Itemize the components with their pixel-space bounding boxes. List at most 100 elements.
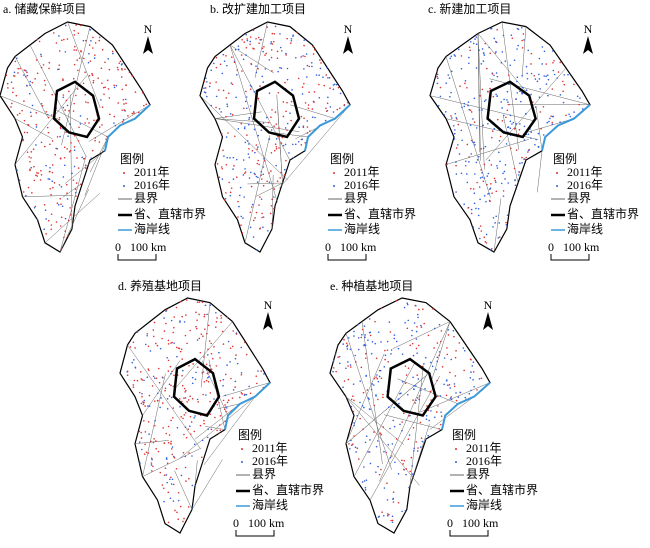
project-dot — [363, 392, 365, 394]
project-dot — [250, 85, 252, 87]
project-dot — [479, 186, 481, 188]
project-dot — [362, 405, 364, 407]
project-dot — [64, 157, 66, 159]
project-dot — [58, 204, 60, 206]
project-dot — [160, 348, 162, 350]
project-dot — [456, 147, 458, 149]
project-dot — [271, 57, 273, 59]
project-dot — [241, 54, 243, 56]
legend-item: 海岸线 — [466, 497, 502, 512]
project-dot — [402, 381, 404, 383]
project-dot — [313, 53, 315, 55]
project-dot — [504, 171, 506, 173]
project-dot — [408, 438, 410, 440]
project-dot — [464, 83, 466, 85]
project-dot — [333, 367, 335, 369]
project-dot — [189, 395, 191, 397]
project-dot — [533, 75, 535, 77]
project-dot — [40, 54, 42, 56]
project-dot — [152, 465, 154, 467]
project-dot — [145, 103, 147, 105]
project-dot — [479, 199, 481, 201]
project-dot — [222, 178, 224, 180]
project-dot — [440, 424, 442, 426]
project-dot — [180, 506, 182, 508]
project-dot — [226, 164, 228, 166]
project-dot — [519, 171, 521, 173]
project-dot — [153, 336, 155, 338]
project-dot — [409, 471, 411, 473]
project-dot — [378, 381, 380, 383]
project-dot — [521, 75, 523, 77]
project-dot — [478, 215, 480, 217]
project-dot — [559, 62, 561, 64]
project-dot — [209, 365, 211, 367]
project-dot — [101, 67, 103, 69]
project-dot — [414, 402, 416, 404]
project-dot — [167, 492, 169, 494]
project-dot — [90, 157, 92, 159]
project-dot — [228, 399, 230, 401]
project-dot — [434, 416, 436, 418]
project-dot — [535, 139, 537, 141]
project-dot — [263, 185, 265, 187]
project-dot — [99, 126, 101, 128]
project-dot — [503, 35, 505, 37]
project-dot — [303, 117, 305, 119]
project-dot — [205, 304, 207, 306]
legend-item: 2016年 — [344, 178, 380, 192]
project-dot — [466, 173, 468, 175]
project-dot — [173, 500, 175, 502]
project-dot — [154, 377, 156, 379]
project-dot — [109, 69, 111, 71]
project-dot — [476, 127, 478, 129]
project-dot — [521, 162, 523, 164]
project-dot — [271, 152, 273, 154]
project-dot — [250, 88, 252, 90]
project-dot — [134, 347, 136, 349]
project-dot — [90, 29, 92, 31]
project-dot — [451, 55, 453, 57]
project-dot — [507, 182, 509, 184]
project-dot — [246, 38, 248, 40]
project-dot — [16, 58, 18, 60]
project-dot — [375, 471, 377, 473]
project-dot — [390, 331, 392, 333]
project-dot — [287, 123, 289, 125]
project-dot — [74, 64, 76, 66]
project-dot — [439, 395, 441, 397]
project-dot — [437, 77, 439, 79]
project-dot — [233, 389, 235, 391]
project-dot — [184, 388, 186, 390]
project-dot — [230, 347, 232, 349]
project-dot — [167, 398, 169, 400]
panel-title: b. 改扩建加工项目 — [210, 2, 306, 16]
project-dot — [457, 124, 459, 126]
project-dot — [244, 126, 246, 128]
legend-item: 2016年 — [567, 178, 603, 192]
project-dot — [223, 379, 225, 381]
project-dot — [245, 91, 247, 93]
project-dot — [428, 420, 430, 422]
project-dot — [514, 128, 516, 130]
project-dot — [456, 400, 458, 402]
project-dot — [272, 43, 274, 45]
project-dot — [384, 350, 386, 352]
project-dot — [539, 111, 541, 113]
project-dot — [263, 166, 265, 168]
project-dot — [102, 49, 104, 51]
project-dot — [223, 155, 225, 157]
project-dot — [495, 51, 497, 53]
project-dot — [70, 214, 72, 216]
project-dot — [232, 330, 234, 332]
project-dot — [449, 387, 451, 389]
project-dot — [563, 74, 565, 76]
project-dot — [171, 448, 173, 450]
project-dot — [478, 49, 480, 51]
project-dot — [284, 169, 286, 171]
project-dot — [451, 117, 453, 119]
project-dot — [527, 151, 529, 153]
project-dot — [496, 29, 498, 31]
project-dot — [422, 308, 424, 310]
project-dot — [271, 223, 273, 225]
